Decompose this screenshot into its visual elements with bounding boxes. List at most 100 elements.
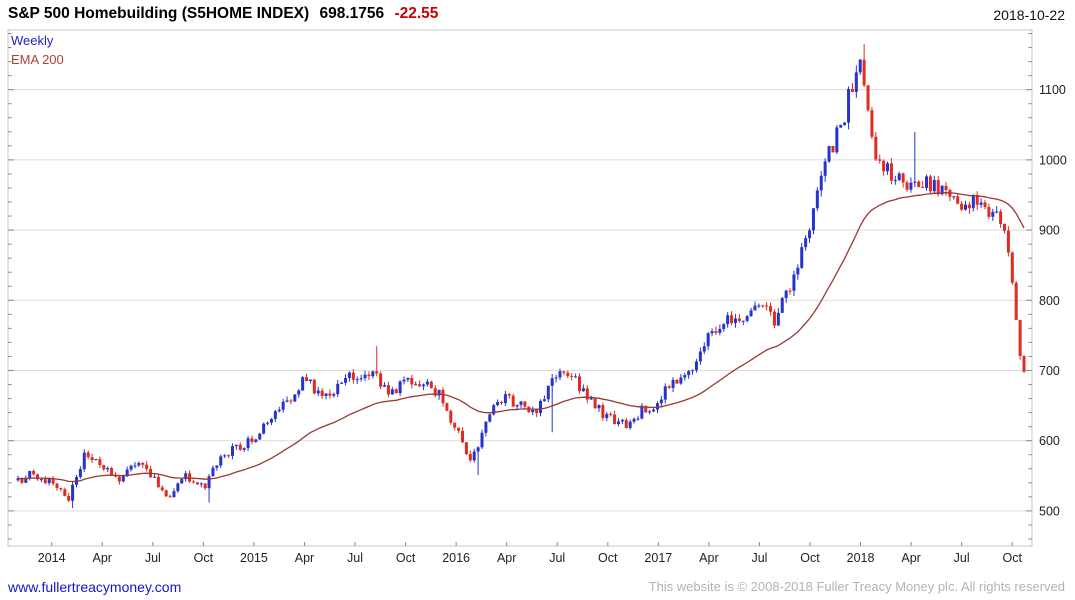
x-axis-label: 2014 (38, 551, 66, 565)
candle-body (24, 477, 28, 483)
candle-body (379, 373, 383, 387)
candle-body (355, 379, 359, 381)
x-axis-label: Apr (93, 551, 112, 565)
candle-body (878, 159, 882, 161)
timeframe-label: Weekly (11, 33, 54, 48)
x-axis-label: Apr (295, 551, 314, 565)
x-axis-label: Jul (751, 551, 767, 565)
candle-body (687, 371, 691, 376)
candle-body (117, 476, 121, 482)
candle-body (870, 110, 874, 137)
candle-body (98, 459, 102, 466)
x-axis-label: Oct (800, 551, 820, 565)
candle-body (897, 173, 901, 181)
candle-body (363, 374, 367, 379)
x-axis-label: Oct (396, 551, 416, 565)
candle-body (792, 274, 796, 291)
candle-body (445, 403, 449, 411)
candle-body (305, 377, 309, 381)
candle-body (827, 146, 831, 162)
ema-legend-label: EMA 200 (11, 52, 64, 67)
candle-body (925, 176, 929, 188)
candle-body (733, 318, 737, 324)
candle-body (503, 394, 507, 404)
candle-body (507, 394, 511, 396)
candle-body (577, 376, 581, 392)
candle-body (227, 455, 231, 457)
candle-body (82, 452, 86, 470)
candle-body (936, 180, 940, 195)
candle-body (979, 202, 983, 205)
candle-body (1022, 355, 1026, 372)
candle-body (515, 404, 519, 407)
candle-body (476, 447, 480, 452)
y-axis-label: 600 (1039, 434, 1060, 448)
candle-body (850, 89, 854, 92)
candle-body (496, 401, 500, 406)
candle-body (425, 381, 429, 385)
candle-body (726, 315, 730, 325)
x-axis-label: Jul (347, 551, 363, 565)
candle-body (28, 470, 32, 478)
candle-body (952, 196, 956, 198)
candles (16, 44, 1026, 509)
candle-body (441, 389, 445, 404)
candle-body (835, 127, 839, 153)
candle-body (749, 310, 753, 317)
candle-body (277, 409, 281, 412)
candle-body (519, 401, 523, 405)
candle-body (500, 401, 504, 404)
candle-body (308, 379, 312, 381)
x-axis-label: Apr (497, 551, 516, 565)
candle-body (928, 176, 932, 192)
candle-body (223, 455, 227, 457)
candle-body (566, 372, 570, 377)
chart-date: 2018-10-22 (993, 7, 1065, 23)
candle-body (106, 467, 110, 470)
candle-body (137, 462, 141, 466)
candle-body (472, 451, 476, 461)
candle-body (905, 182, 909, 190)
candle-body (110, 467, 114, 475)
candle-body (804, 238, 808, 248)
candle-body (710, 331, 714, 334)
candle-body (351, 372, 355, 380)
candle-body (422, 384, 426, 387)
candle-body (230, 446, 234, 456)
candle-body (297, 390, 301, 395)
candle-body (1006, 230, 1010, 253)
candle-body (453, 422, 457, 428)
candle-body (238, 444, 242, 450)
candle-body (156, 476, 160, 488)
candle-body (620, 419, 624, 422)
candle-body (550, 378, 554, 386)
candle-body (102, 465, 106, 470)
footer-site-link[interactable]: www.fullertreacymoney.com (8, 579, 182, 595)
candle-body (562, 371, 566, 373)
candle-body (679, 377, 683, 384)
candle-body (987, 207, 991, 217)
candle-body (367, 374, 371, 377)
candle-body (234, 444, 238, 447)
candle-body (531, 409, 535, 413)
candle-body (893, 180, 897, 182)
candle-body (461, 430, 465, 443)
candle-body (195, 482, 199, 485)
candle-body (312, 379, 316, 394)
candle-body (215, 465, 219, 468)
candle-body (258, 433, 262, 440)
price-change: -22.55 (394, 5, 439, 22)
candle-body (433, 388, 437, 396)
candle-body (94, 459, 98, 461)
y-axis-label: 800 (1039, 294, 1060, 308)
candle-body (63, 489, 67, 496)
candle-body (191, 481, 195, 483)
candle-body (745, 316, 749, 321)
page-title: S&P 500 Homebuilding (S5HOME INDEX) (8, 5, 310, 22)
candle-body (648, 411, 652, 413)
candle-body (811, 208, 815, 231)
candle-body (418, 384, 422, 387)
x-axis-label: Jul (549, 551, 565, 565)
